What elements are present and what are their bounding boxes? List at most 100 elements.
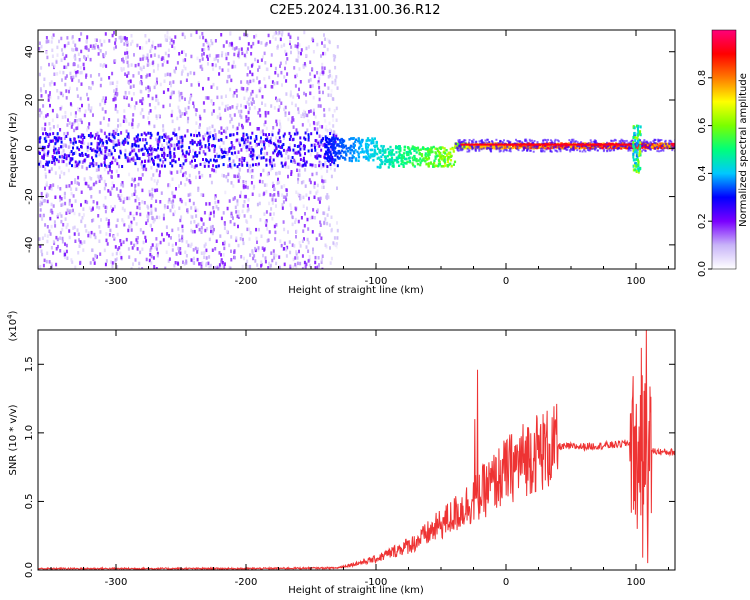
noise-cell	[116, 80, 119, 85]
noise-cell	[263, 122, 266, 127]
noise-cell	[296, 59, 299, 63]
noise-band-cell	[45, 139, 48, 143]
noise-cell	[320, 163, 323, 168]
noise-cell	[122, 184, 125, 188]
noise-cell	[255, 236, 258, 241]
noise-cell	[167, 259, 170, 263]
noise-band-cell	[143, 144, 146, 148]
noise-cell	[311, 37, 314, 41]
noise-cell	[306, 217, 309, 222]
noise-cell	[302, 109, 305, 114]
noise-cell	[184, 171, 187, 175]
trace-halo-cell	[599, 147, 602, 150]
noise-cell	[84, 109, 87, 113]
trace-cell	[389, 149, 392, 152]
noise-band-cell	[193, 133, 196, 137]
trace-cell	[373, 153, 376, 157]
trace-halo-cell	[536, 144, 539, 147]
spectrogram-noise-cells	[38, 30, 339, 269]
noise-cell	[277, 31, 280, 36]
noise-cell	[83, 177, 86, 181]
noise-cell	[289, 41, 291, 46]
noise-cell	[69, 71, 72, 76]
trace-cell	[360, 141, 363, 144]
noise-cell	[246, 47, 249, 51]
trace-halo-cell	[618, 140, 621, 143]
noise-cell	[56, 213, 59, 217]
noise-cell	[61, 52, 64, 56]
trace-halo-cell	[555, 145, 558, 148]
noise-cell	[211, 111, 214, 116]
noise-cell	[177, 105, 180, 110]
noise-cell	[87, 48, 90, 52]
noise-cell	[210, 180, 213, 185]
noise-cell	[215, 239, 218, 243]
noise-cell	[278, 128, 281, 133]
noise-cell	[324, 179, 327, 183]
noise-cell	[290, 156, 292, 160]
trace-cell	[433, 161, 436, 165]
noise-cell	[40, 191, 43, 196]
noise-cell	[149, 248, 152, 252]
noise-cell	[146, 218, 149, 223]
noise-cell	[114, 128, 117, 132]
noise-cell	[110, 174, 113, 179]
noise-cell	[237, 243, 240, 248]
trace-cell	[395, 158, 398, 162]
noise-cell	[159, 240, 162, 245]
trace-cell	[370, 142, 373, 145]
noise-band-cell	[157, 131, 160, 135]
trace-cell	[373, 137, 376, 140]
noise-cell	[113, 204, 116, 209]
noise-cell	[188, 100, 191, 105]
noise-cell	[234, 174, 237, 179]
noise-cell	[70, 125, 73, 129]
noise-cell	[129, 79, 132, 84]
noise-band-cell	[329, 132, 332, 135]
noise-cell	[38, 237, 41, 241]
noise-band-cell	[111, 133, 114, 137]
noise-cell	[289, 264, 292, 269]
noise-cell	[209, 43, 212, 48]
noise-band-cell	[43, 137, 46, 141]
noise-cell	[199, 65, 202, 69]
trace-halo-cell	[652, 140, 655, 143]
trace-cell	[419, 148, 422, 151]
noise-cell	[242, 237, 244, 242]
trace-cell	[447, 151, 450, 155]
noise-band-cell	[38, 162, 40, 166]
noise-cell	[230, 211, 233, 216]
noise-cell	[254, 259, 257, 263]
noise-band-cell	[304, 131, 307, 135]
noise-cell	[289, 39, 291, 44]
noise-cell	[114, 59, 117, 63]
noise-band-cell	[148, 153, 151, 156]
noise-cell	[161, 143, 164, 148]
noise-band-cell	[136, 139, 139, 143]
trace-halo-cell	[644, 143, 647, 146]
noise-cell	[185, 177, 188, 182]
noise-band-cell	[157, 143, 160, 147]
noise-cell	[137, 123, 140, 127]
noise-cell	[210, 229, 212, 234]
noise-cell	[272, 212, 275, 216]
noise-cell	[100, 176, 103, 181]
trace-cell	[357, 153, 360, 157]
noise-band-cell	[157, 154, 160, 158]
noise-cell	[168, 234, 170, 238]
noise-cell	[185, 261, 188, 265]
noise-cell	[290, 50, 292, 55]
noise-cell	[242, 125, 244, 129]
noise-cell	[247, 144, 250, 149]
noise-cell	[70, 203, 73, 208]
noise-band-cell	[179, 164, 182, 167]
noise-cell	[179, 197, 182, 202]
noise-cell	[208, 237, 211, 242]
noise-cell	[102, 116, 105, 121]
noise-cell	[110, 205, 112, 209]
noise-cell	[192, 101, 195, 105]
noise-band-cell	[42, 156, 45, 160]
noise-cell	[75, 73, 78, 78]
noise-cell	[171, 248, 174, 252]
noise-band-cell	[72, 146, 74, 150]
